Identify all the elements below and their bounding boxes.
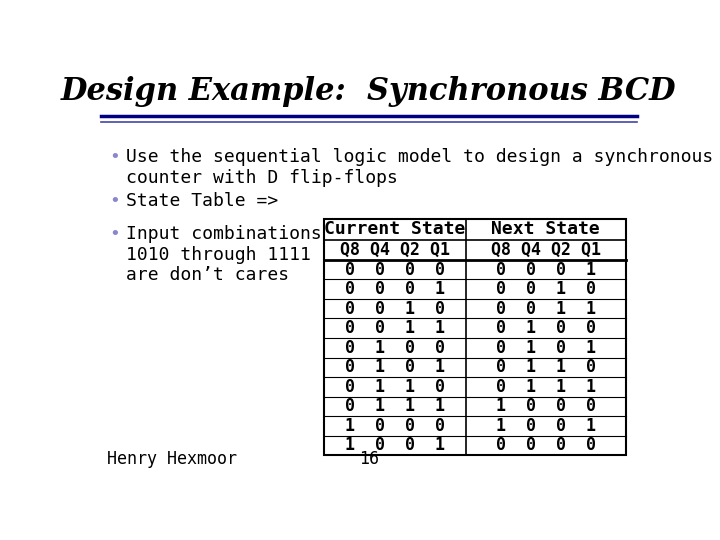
Text: 0  1  0  1: 0 1 0 1 — [345, 359, 445, 376]
Bar — [324, 219, 626, 455]
Text: Henry Hexmoor: Henry Hexmoor — [107, 450, 237, 468]
Text: 0  1  0  1: 0 1 0 1 — [496, 339, 596, 357]
Text: Input combinations
1010 through 1111
are don’t cares: Input combinations 1010 through 1111 are… — [126, 225, 322, 285]
Text: •: • — [109, 225, 120, 243]
Text: 0  1  0  0: 0 1 0 0 — [345, 339, 445, 357]
Text: 0  0  0  1: 0 0 0 1 — [345, 280, 445, 298]
Text: Q8 Q4 Q2 Q1: Q8 Q4 Q2 Q1 — [491, 241, 600, 259]
Text: Current State: Current State — [325, 220, 466, 239]
Text: 0  1  1  0: 0 1 1 0 — [496, 359, 596, 376]
Text: 0  1  1  0: 0 1 1 0 — [345, 378, 445, 396]
Text: 1  0  0  0: 1 0 0 0 — [496, 397, 596, 415]
Text: 1  0  0  1: 1 0 0 1 — [345, 436, 445, 455]
Text: 0  0  1  0: 0 0 1 0 — [345, 300, 445, 318]
Text: 1  0  0  1: 1 0 0 1 — [496, 417, 596, 435]
Text: 16: 16 — [359, 450, 379, 468]
Text: 0  0  1  1: 0 0 1 1 — [496, 300, 596, 318]
Text: 0  0  1  0: 0 0 1 0 — [496, 280, 596, 298]
Text: 0  1  1  1: 0 1 1 1 — [345, 397, 445, 415]
Text: State Table =>: State Table => — [126, 192, 279, 210]
Text: Use the sequential logic model to design a synchronous BCD
counter with D flip-f: Use the sequential logic model to design… — [126, 148, 720, 187]
Text: 0  0  0  0: 0 0 0 0 — [345, 261, 445, 279]
Text: 0  1  0  0: 0 1 0 0 — [496, 319, 596, 337]
Text: 1  0  0  0: 1 0 0 0 — [345, 417, 445, 435]
Text: 0  0  0  1: 0 0 0 1 — [496, 261, 596, 279]
Text: 0  1  1  1: 0 1 1 1 — [496, 378, 596, 396]
Text: Q8 Q4 Q2 Q1: Q8 Q4 Q2 Q1 — [340, 241, 450, 259]
Text: Next State: Next State — [492, 220, 600, 239]
Text: 0  0  1  1: 0 0 1 1 — [345, 319, 445, 337]
Text: Design Example:  Synchronous BCD: Design Example: Synchronous BCD — [61, 76, 677, 107]
Text: •: • — [109, 192, 120, 210]
Text: •: • — [109, 148, 120, 166]
Text: 0  0  0  0: 0 0 0 0 — [496, 436, 596, 455]
